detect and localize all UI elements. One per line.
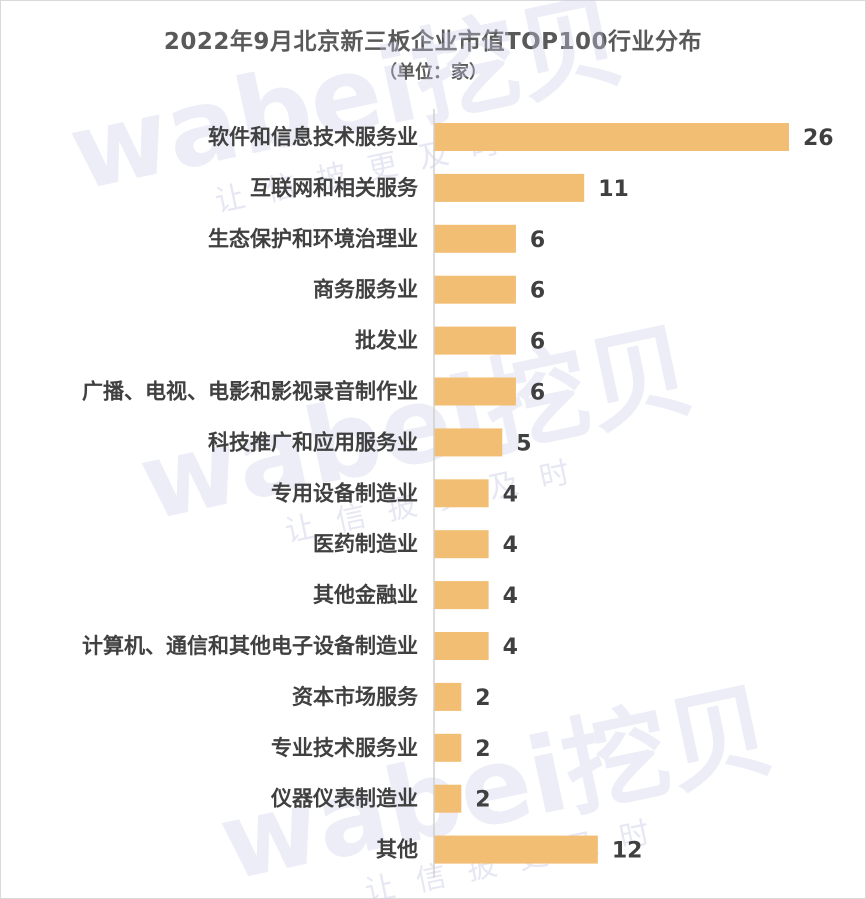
category-label: 专用设备制造业	[271, 481, 418, 505]
value-label: 5	[516, 431, 531, 456]
bar	[434, 173, 585, 202]
value-label: 4	[503, 533, 518, 558]
value-label: 4	[503, 482, 518, 507]
category-label: 仪器仪表制造业	[270, 787, 418, 811]
value-label: 11	[598, 177, 629, 202]
value-label: 2	[475, 737, 490, 762]
category-label: 医药制造业	[313, 532, 418, 556]
category-label: 批发业	[355, 329, 418, 353]
value-label: 6	[530, 228, 545, 253]
value-label: 12	[612, 839, 643, 864]
category-label: 专业技术服务业	[271, 736, 418, 760]
category-label: 广播、电视、电影和影视录音制作业	[82, 380, 418, 404]
bar	[434, 275, 516, 304]
chart-title: 2022年9月北京新三板企业市值TOP100行业分布	[163, 29, 703, 55]
value-label: 26	[803, 126, 834, 151]
bar	[434, 479, 489, 508]
bar	[434, 682, 462, 711]
value-label: 6	[530, 330, 545, 355]
bar	[434, 224, 516, 253]
bar	[434, 835, 598, 864]
bars-group	[434, 123, 789, 864]
bar	[434, 123, 789, 151]
bar	[434, 377, 516, 406]
category-label: 资本市场服务	[292, 685, 419, 709]
category-label: 计算机、通信和其他电子设备制造业	[82, 634, 418, 658]
category-label: 生态保护和环境治理业	[208, 227, 418, 251]
value-label: 4	[503, 584, 518, 609]
value-label: 2	[475, 686, 490, 711]
category-label: 互联网和相关服务	[250, 176, 419, 200]
chart-subtitle: （单位：家）	[379, 62, 487, 83]
category-label: 其他金融业	[313, 583, 418, 607]
bar	[434, 632, 489, 660]
bar	[434, 784, 462, 813]
bar	[434, 581, 489, 610]
value-label: 4	[503, 635, 518, 660]
category-label: 软件和信息技术服务业	[208, 125, 418, 149]
category-label: 其他	[376, 838, 418, 862]
value-label: 2	[475, 788, 490, 813]
value-label: 6	[530, 381, 545, 406]
bar	[434, 530, 489, 559]
category-label: 商务服务业	[313, 278, 418, 302]
value-label: 6	[530, 279, 545, 304]
bar	[434, 428, 503, 457]
bar	[434, 326, 516, 355]
bar	[434, 733, 462, 762]
category-label: 科技推广和应用服务业	[208, 430, 418, 454]
